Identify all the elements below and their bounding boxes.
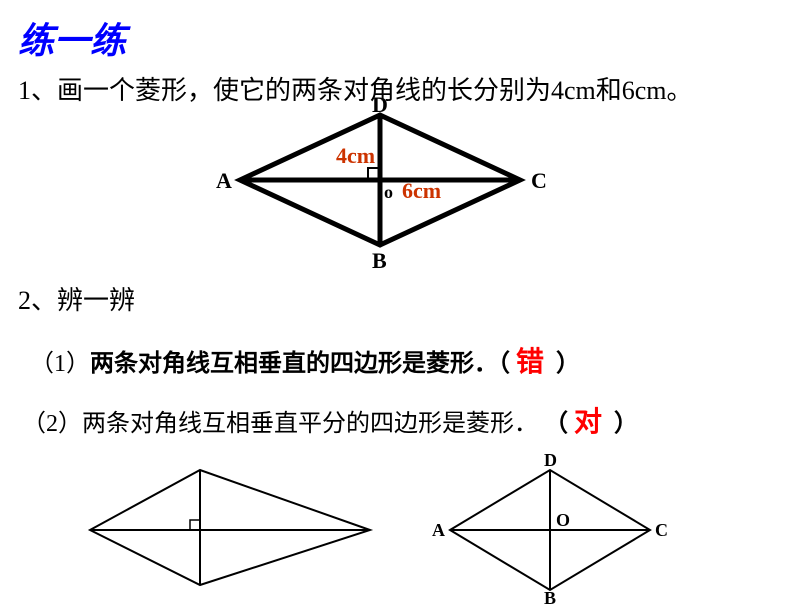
rhombus2-b-label: B <box>544 588 556 609</box>
rhombus2-a-label: A <box>432 520 445 541</box>
rhombus-figure-2 <box>0 0 794 596</box>
rhombus2-o-label: O <box>556 510 570 531</box>
rhombus2-c-label: C <box>655 520 668 541</box>
rhombus2-d-label: D <box>544 450 557 471</box>
